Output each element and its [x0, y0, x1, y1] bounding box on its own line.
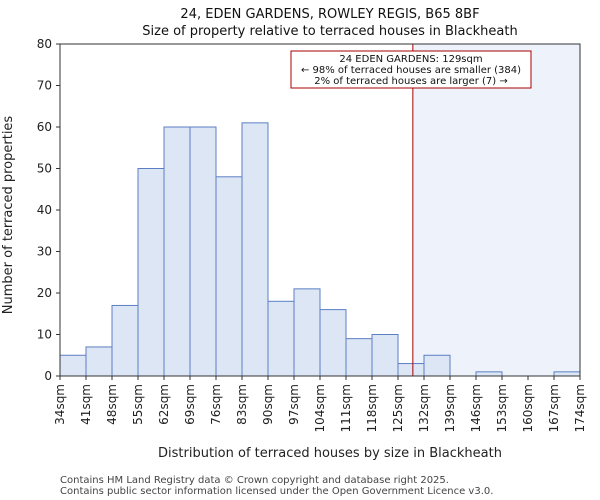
- annotation-box: [290, 50, 532, 89]
- y-axis: 0 10 20 30 40 50 60 70 80: [37, 37, 60, 383]
- x-tick-label: 118sqm: [365, 384, 379, 432]
- bar-76sqm: [215, 176, 243, 377]
- bar-132sqm: [423, 354, 451, 377]
- bar-90sqm: [267, 300, 295, 377]
- x-tick-label: 139sqm: [443, 384, 457, 432]
- bar-104sqm: [319, 309, 347, 377]
- y-axis-title: Number of terraced properties: [1, 116, 16, 315]
- bar-48sqm: [111, 304, 139, 377]
- y-tick-label: 40: [37, 203, 52, 217]
- bar-41sqm: [85, 346, 113, 377]
- larger-region: [412, 44, 580, 376]
- bar-62sqm: [163, 126, 191, 377]
- x-tick-label: 104sqm: [313, 384, 327, 432]
- bar-118sqm: [371, 334, 399, 377]
- bar-146sqm: [475, 371, 503, 377]
- x-tick-label: 69sqm: [183, 384, 197, 425]
- x-tick-label: 160sqm: [521, 384, 535, 432]
- x-tick-label: 76sqm: [209, 384, 223, 425]
- x-axis: 34sqm 41sqm 48sqm 55sqm 62sqm 69sqm 76sqm 83sqm…: [53, 376, 587, 432]
- annotation-line-2: ← 98% of terraced houses are smaller (38…: [301, 65, 521, 76]
- y-tick-label: 60: [37, 120, 52, 134]
- y-tick-label: 20: [37, 286, 52, 300]
- x-tick-label: 146sqm: [469, 384, 483, 432]
- y-tick-label: 70: [37, 79, 52, 93]
- y-tick-label: 10: [37, 328, 52, 342]
- x-tick-label: 174sqm: [573, 384, 587, 432]
- x-tick-label: 41sqm: [79, 384, 93, 425]
- bar-34sqm: [59, 354, 87, 377]
- y-tick-label: 30: [37, 245, 52, 259]
- bar-97sqm: [293, 288, 321, 377]
- annotation-line-1: 24 EDEN GARDENS: 129sqm: [339, 54, 482, 65]
- x-axis-title: Distribution of terraced houses by size …: [158, 446, 502, 461]
- x-tick-label: 62sqm: [157, 384, 171, 425]
- y-tick-label: 80: [37, 37, 52, 51]
- plot-frame: [59, 43, 581, 377]
- footer-line-1: Contains HM Land Registry data © Crown c…: [60, 475, 449, 486]
- x-tick-label: 97sqm: [287, 384, 301, 425]
- x-tick-label: 83sqm: [235, 384, 249, 425]
- bar-83sqm: [241, 122, 269, 377]
- x-tick-label: 167sqm: [547, 384, 561, 432]
- bar-125sqm: [397, 363, 425, 377]
- x-tick-label: 55sqm: [131, 384, 145, 425]
- x-tick-label: 48sqm: [105, 384, 119, 425]
- x-tick-label: 132sqm: [417, 384, 431, 432]
- x-tick-label: 34sqm: [53, 384, 67, 425]
- chart-subtitle: Size of property relative to terraced ho…: [142, 24, 517, 39]
- annotation-line-3: 2% of terraced houses are larger (7) →: [314, 76, 508, 87]
- bar-69sqm: [189, 126, 217, 377]
- bar-167sqm: [553, 371, 581, 377]
- bar-111sqm: [345, 338, 373, 377]
- chart-title: 24, EDEN GARDENS, ROWLEY REGIS, B65 8BF: [180, 7, 479, 22]
- x-tick-label: 90sqm: [261, 384, 275, 425]
- x-tick-label: 153sqm: [495, 384, 509, 432]
- y-tick-label: 50: [37, 162, 52, 176]
- y-tick-label: 0: [44, 369, 52, 383]
- x-tick-label: 125sqm: [391, 384, 405, 432]
- footer-line-2: Contains public sector information licen…: [60, 486, 493, 497]
- bars: [59, 122, 581, 377]
- x-tick-label: 111sqm: [339, 384, 353, 432]
- bar-55sqm: [137, 168, 165, 377]
